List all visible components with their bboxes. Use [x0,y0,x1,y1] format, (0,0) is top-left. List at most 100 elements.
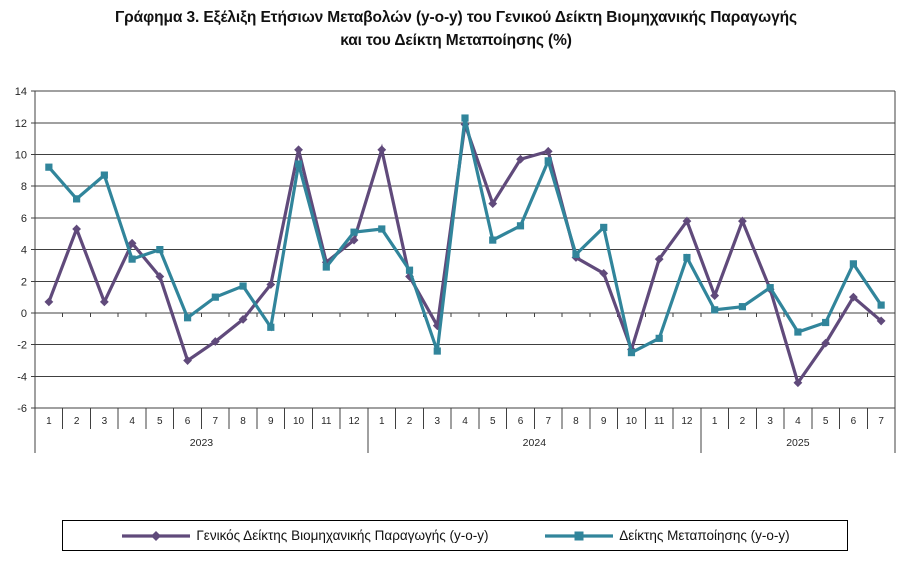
y-axis-label: 8 [21,181,27,193]
data-point-marker [377,145,387,155]
legend-item-manufacturing-index: Δείκτης Μεταποίησης (y-o-y) [543,528,790,543]
month-label: 2 [407,416,413,427]
y-axis-label: 14 [15,86,27,98]
month-label: 6 [518,416,524,427]
data-point-marker [848,292,858,302]
data-point-marker [294,160,303,168]
data-point-marker [350,228,358,236]
production-series-key-icon [122,530,191,541]
month-label: 8 [573,416,579,427]
month-label: 7 [545,416,551,427]
data-point-marker [127,238,137,248]
data-point-marker [849,260,857,268]
data-point-marker [128,255,136,263]
data-point-marker [766,284,774,292]
month-label: 5 [823,416,829,427]
y-axis-label: 0 [21,308,27,320]
data-point-marker [794,328,802,336]
data-point-marker [322,263,330,271]
data-point-marker [488,199,498,209]
data-point-marker [100,171,108,179]
data-point-marker [433,347,441,355]
month-label: 3 [434,416,440,427]
month-label: 3 [102,416,108,427]
month-label: 11 [654,416,665,427]
data-point-marker [183,356,192,365]
data-point-marker [183,314,192,322]
chart-title-line-1: Γράφημα 3. Εξέλιξη Ετήσιων Μεταβολών (y-… [114,9,798,26]
data-point-marker [461,114,469,122]
data-point-marker [793,378,803,388]
month-label: 12 [348,416,360,427]
legend-label-manufacturing: Δείκτης Μεταποίησης (y-o-y) [619,528,790,543]
month-label: 4 [795,416,801,427]
month-label: 7 [213,416,219,427]
y-axis-label: 4 [21,245,27,257]
legend-label-production: Γενικός Δείκτης Βιομηχανικής Παραγωγής (… [196,528,489,543]
data-point-marker [73,195,81,203]
month-label: 3 [767,416,773,427]
month-label: 5 [157,416,163,427]
month-label: 2 [740,416,746,427]
data-point-marker [710,291,720,300]
month-label: 4 [462,416,468,427]
data-point-marker [294,145,303,155]
month-label: 4 [129,416,135,427]
data-point-marker [544,157,552,165]
month-label: 9 [268,416,274,427]
chart-title-line-2: και του Δείκτη Μεταποίησης (%) [340,32,572,49]
y-axis-label: 10 [15,150,27,162]
month-label: 7 [878,416,884,427]
y-axis-label: 2 [21,276,27,288]
data-point-marker [266,280,276,289]
data-point-marker [543,146,553,156]
year-label: 2025 [786,437,810,449]
data-point-marker [349,235,359,245]
month-label: 5 [490,416,496,427]
data-point-marker [821,338,831,348]
data-point-marker [572,250,580,258]
data-point-marker [516,154,525,164]
y-axis-label: -2 [17,340,27,352]
y-axis-label: -6 [17,403,27,415]
data-point-marker [683,253,691,262]
data-point-marker [738,303,747,311]
month-label: 6 [185,416,191,427]
data-point-marker [267,323,275,331]
month-label: 1 [712,416,718,427]
data-point-marker [876,316,886,326]
month-label: 1 [46,416,52,427]
data-point-marker [516,222,525,230]
legend: Γενικός Δείκτης Βιομηχανικής Παραγωγής (… [62,520,848,551]
month-label: 11 [321,416,332,427]
series-line-0 [47,123,883,387]
data-point-marker [239,282,247,290]
month-label: 12 [681,416,693,427]
legend-item-production-index: Γενικός Δείκτης Βιομηχανικής Παραγωγής (… [120,528,489,543]
data-point-marker [654,254,664,264]
month-label: 9 [601,416,607,427]
y-axis-label: 6 [21,213,27,225]
data-point-marker [45,163,53,171]
month-label: 8 [240,416,246,427]
data-point-marker [738,216,747,226]
chart-title: Γράφημα 3. Εξέλιξη Ετήσιων Μεταβολών (y-… [0,6,912,52]
data-point-marker [156,246,164,254]
data-point-marker [682,216,692,226]
data-point-marker [210,337,220,346]
data-point-marker [655,334,663,342]
data-point-marker [822,318,830,327]
data-point-marker [405,266,414,274]
year-label: 2024 [523,437,547,449]
manufacturing-series-key-icon [545,531,614,540]
data-point-marker [600,223,608,232]
y-axis-label: -4 [17,371,27,383]
month-label: 10 [293,416,305,427]
data-point-marker [155,272,165,281]
month-label: 6 [851,416,857,427]
data-point-marker [44,297,54,307]
data-point-marker [489,236,497,244]
month-label: 10 [626,416,638,427]
